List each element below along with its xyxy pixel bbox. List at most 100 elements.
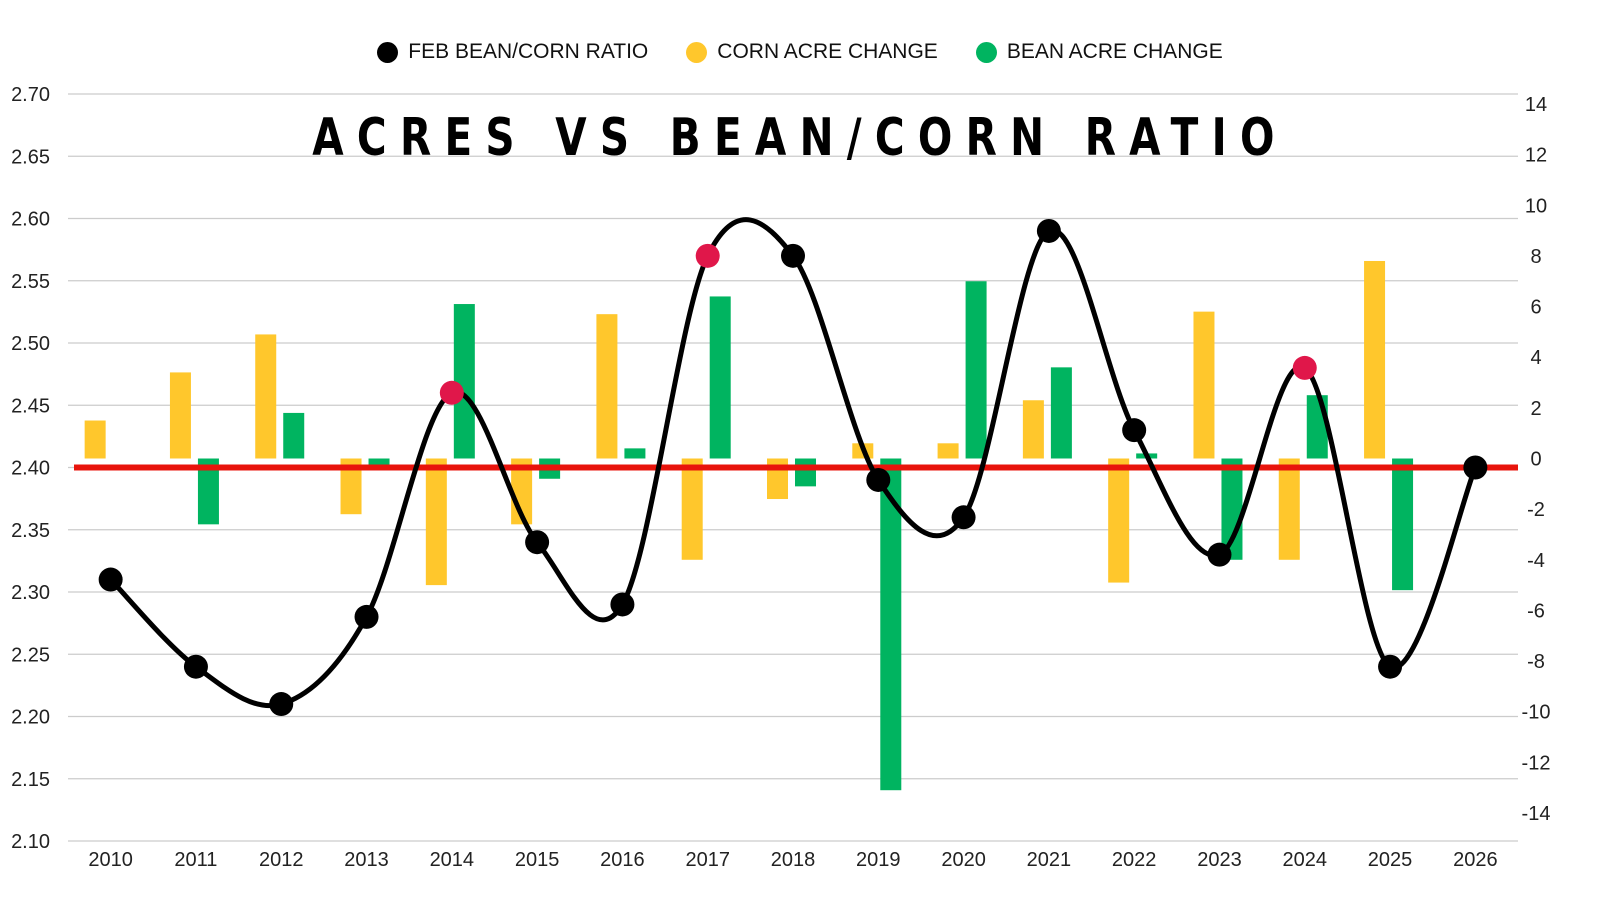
left-tick-label: 2.15 [11,769,50,791]
x-tick-label: 2012 [259,849,304,871]
ratio-point-highlight [695,243,720,268]
ratio-point [525,530,550,555]
right-tick-label: -10 [1522,702,1551,724]
right-tick-label: 0 [1530,449,1541,471]
right-axis-ticks: -14 -12 -10 -8 -6 -4 -2 0 2 4 6 8 10 12 14 [1522,94,1551,825]
legend-ratio-dot-icon [377,41,399,63]
left-tick-label: 2.45 [11,395,50,417]
ratio-point [610,592,635,617]
right-tick-label: -12 [1522,752,1551,774]
corn-acre-bar [425,458,447,586]
bean-acre-bar [1050,367,1072,459]
corn-acre-bar [84,420,106,459]
chart-title: ACRES VS BEAN/CORN RATIO [312,108,1288,168]
bean-acre-bar [880,458,902,791]
ratio-point [1463,455,1488,480]
x-tick-label: 2022 [1112,849,1157,871]
bean-acre-bar [1392,458,1414,591]
corn-acre-bar [340,458,362,515]
corn-acre-bar [1193,311,1215,459]
x-tick-label: 2021 [1027,849,1072,871]
left-tick-label: 2.70 [11,84,50,106]
bean-acre-bar [624,448,646,459]
right-tick-label: -14 [1522,803,1551,825]
bean-acre-bar [197,458,219,525]
x-tick-label: 2011 [174,849,217,871]
right-tick-label: 8 [1530,246,1541,268]
x-tick-label: 2023 [1197,849,1242,871]
right-tick-label: -4 [1527,550,1545,572]
ratio-point [1378,654,1403,679]
right-tick-label: -8 [1527,651,1545,673]
corn-acre-bar [937,443,959,459]
x-tick-label: 2024 [1283,849,1328,871]
bean-acre-bar [368,458,390,469]
x-tick-label: 2016 [600,849,645,871]
x-tick-label: 2013 [344,849,389,871]
left-tick-label: 2.25 [11,644,50,666]
corn-acre-bar [596,314,618,459]
legend-corn-dot-icon [686,41,708,63]
bean-acre-bar [1306,395,1328,459]
x-axis-ticks: 2010 2011 2012 2013 2014 2015 2016 2017 2018 2019… [88,849,1497,871]
right-tick-label: -2 [1527,499,1545,521]
right-tick-label: 4 [1530,347,1541,369]
x-tick-label: 2026 [1453,849,1498,871]
ratio-point [781,243,805,268]
ratio-point [269,692,294,717]
bean-acre-bar [709,296,731,459]
right-tick-label: 6 [1530,297,1541,319]
chart-legend: FEB BEAN/CORN RATIO CORN ACRE CHANGE BEA… [0,40,1600,64]
bean-acre-bar [453,304,475,459]
ratio-point [1122,418,1147,443]
x-tick-label: 2014 [430,849,475,871]
legend-item-corn[interactable]: CORN ACRE CHANGE [686,40,938,64]
legend-bean-dot-icon [975,41,997,63]
left-tick-label: 2.65 [11,146,50,168]
ratio-point [183,654,208,679]
legend-item-ratio[interactable]: FEB BEAN/CORN RATIO [377,40,648,64]
ratio-point [354,604,379,629]
ratio-point [98,567,123,592]
ratio-point [866,467,891,492]
ratio-point [1207,542,1232,567]
left-tick-label: 2.50 [11,333,50,355]
right-tick-label: -6 [1527,600,1545,622]
right-tick-label: 2 [1530,398,1541,420]
bar-series [84,260,1414,791]
legend-ratio-label: FEB BEAN/CORN RATIO [408,40,649,63]
ratio-line-series [108,217,1478,709]
corn-acre-bar [1364,260,1386,459]
ratio-point-highlight [1292,355,1317,380]
legend-bean-label: BEAN ACRE CHANGE [1006,40,1223,63]
bean-acre-bar [1221,458,1243,560]
bean-acre-bar [965,281,987,459]
ratio-point [1036,218,1061,243]
corn-acre-bar [255,334,277,459]
ratio-point [951,505,976,530]
x-tick-label: 2025 [1368,849,1413,871]
corn-acre-bar [1022,400,1044,459]
x-tick-label: 2020 [941,849,986,871]
left-axis-ticks: 2.10 2.15 2.20 2.25 2.30 2.35 2.40 2.45 2.50 2.55… [11,84,50,853]
x-tick-label: 2015 [515,849,560,871]
right-tick-label: 12 [1525,145,1547,167]
left-tick-label: 2.40 [11,458,50,480]
legend-corn-label: CORN ACRE CHANGE [717,40,938,63]
left-tick-label: 2.55 [11,271,50,293]
x-tick-label: 2010 [88,849,133,871]
x-tick-label: 2019 [856,849,901,871]
gridlines [68,93,1518,842]
ratio-line [108,217,1478,709]
bean-acre-bar [283,412,305,459]
left-tick-label: 2.10 [11,831,50,853]
left-tick-label: 2.20 [11,707,50,729]
bean-acre-bar [795,458,816,487]
ratio-point-highlight [439,380,464,405]
right-tick-label: 10 [1525,195,1547,217]
legend-item-bean[interactable]: BEAN ACRE CHANGE [975,40,1223,64]
left-tick-label: 2.30 [11,582,50,604]
corn-acre-bar [169,372,191,459]
x-tick-label: 2017 [685,849,730,871]
